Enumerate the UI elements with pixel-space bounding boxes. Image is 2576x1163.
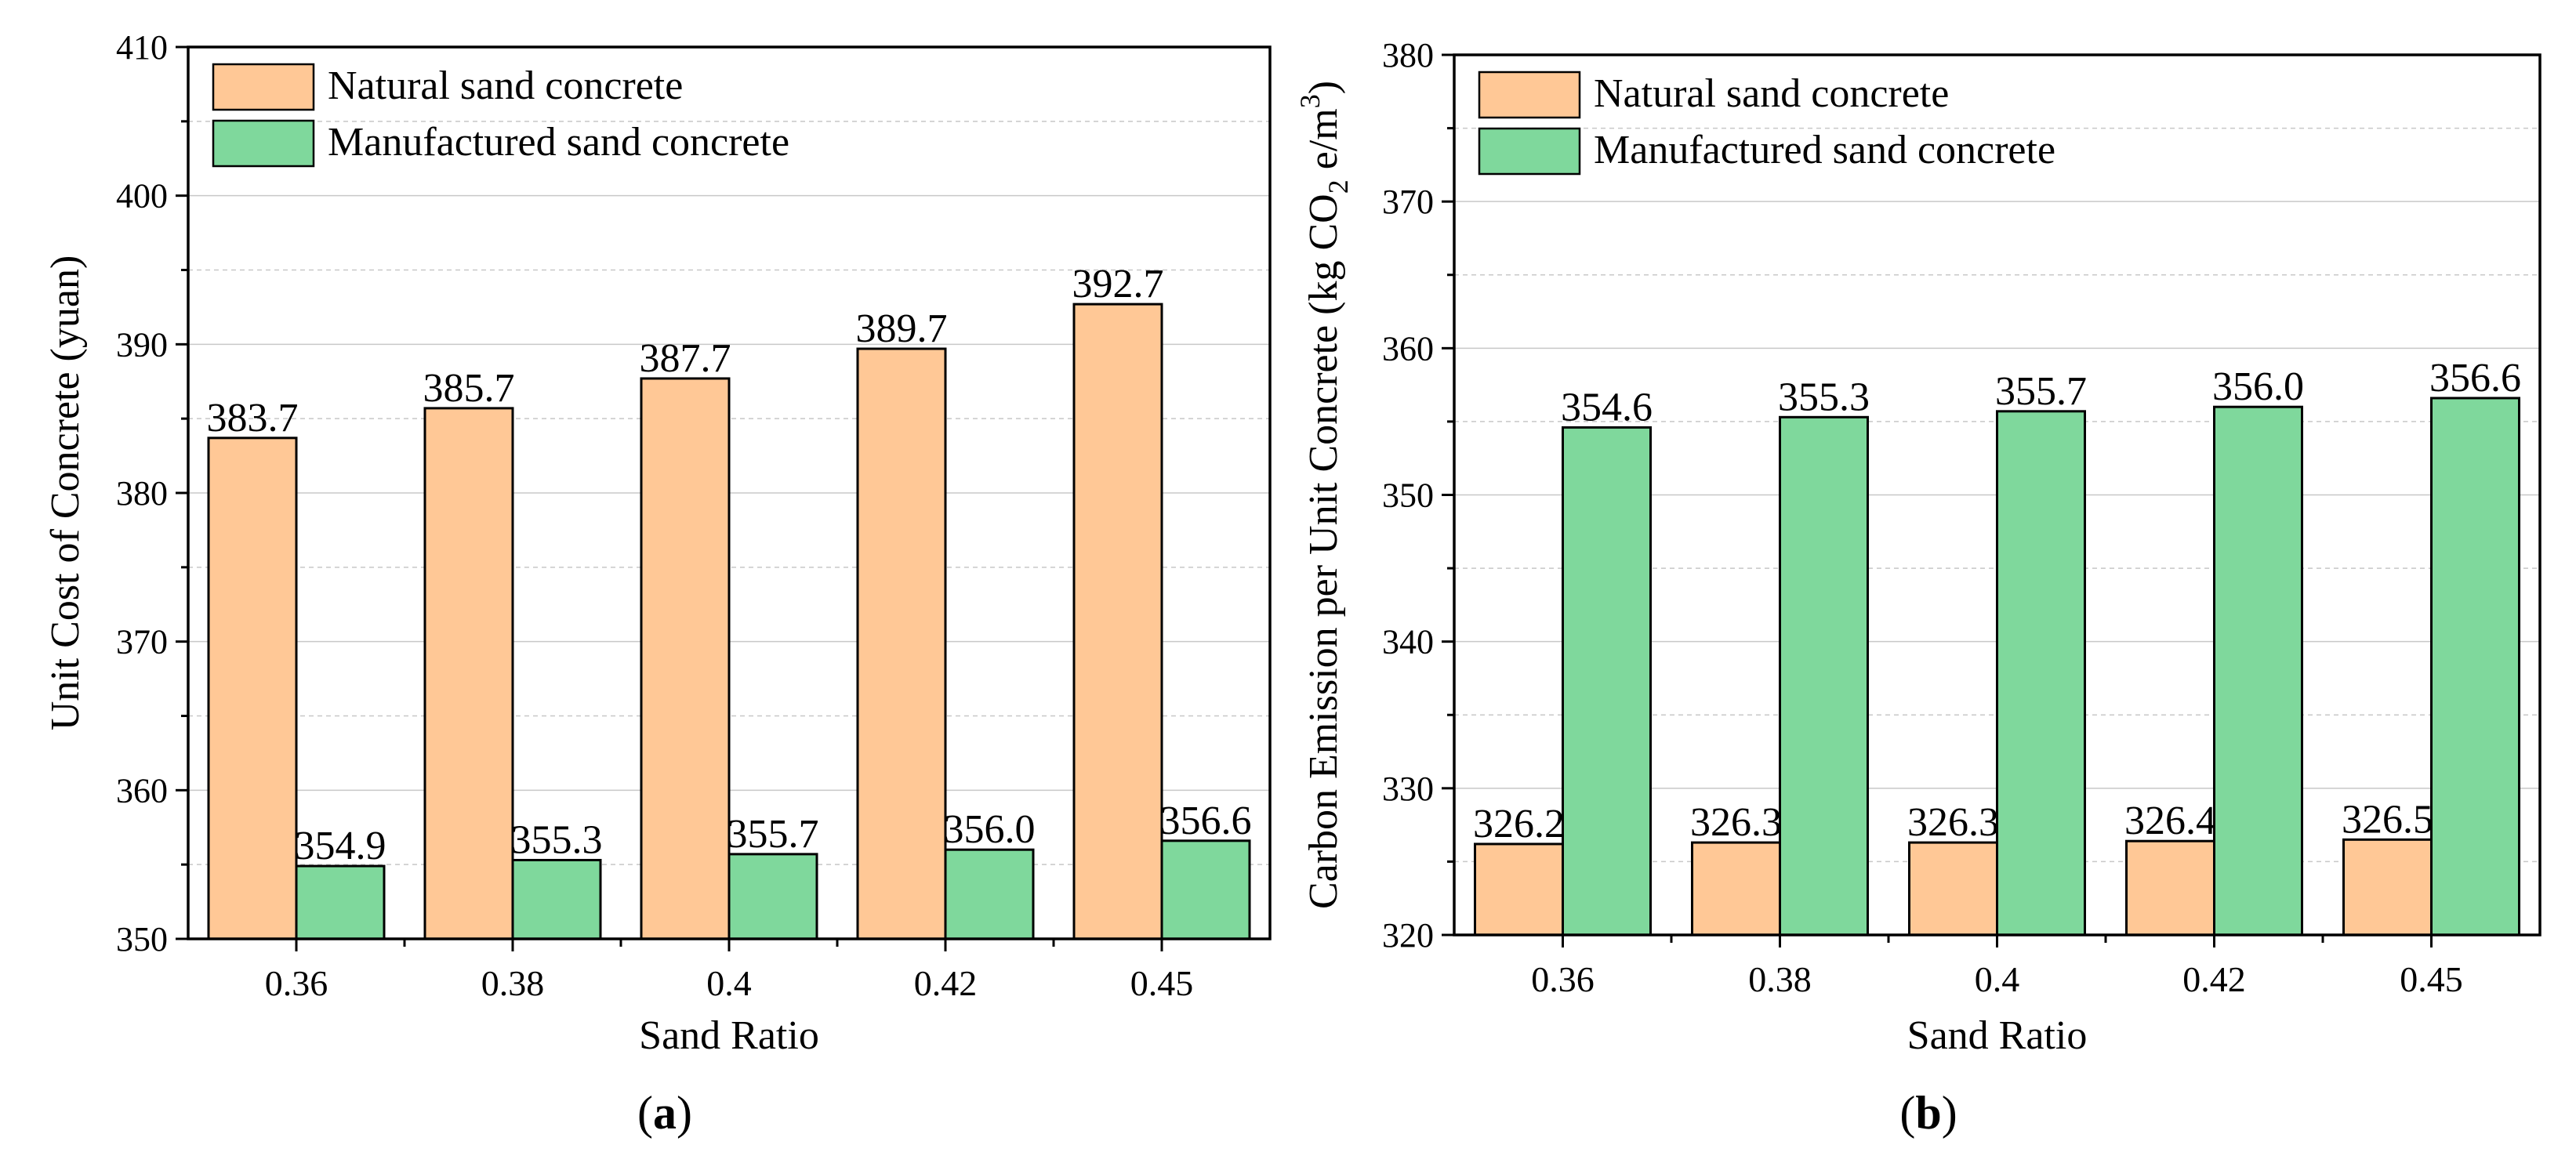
y-tick-label: 350: [1382, 476, 1434, 515]
natural-bar: [423, 407, 514, 940]
natural-value-label: 392.7: [1072, 262, 1164, 306]
natural-bar: [1072, 303, 1163, 940]
y-tick-label: 380: [1382, 36, 1434, 74]
manufactured-value-label: 356.6: [2429, 356, 2521, 400]
panel-label-open: (: [1899, 1087, 1915, 1139]
y-tick-label: 360: [116, 771, 168, 810]
x-tick-label: 0.42: [914, 963, 978, 1003]
y-tick-label: 340: [1382, 623, 1434, 661]
natural-bar: [2342, 838, 2433, 937]
natural-value-label: 326.3: [1690, 800, 1782, 845]
y-tick-label: 410: [116, 28, 168, 67]
legend-label-natural: Natural sand concrete: [328, 63, 683, 108]
natural-bar: [207, 437, 298, 940]
legend-label-natural: Natural sand concrete: [1594, 71, 1949, 116]
x-axis-label: Sand Ratio: [639, 1013, 819, 1058]
y-axis-label: Carbon Emission per Unit Concrete (kg CO…: [1294, 81, 1354, 909]
y-tick-label: 330: [1382, 770, 1434, 808]
natural-value-label: 326.2: [1473, 802, 1565, 846]
x-tick-label: 0.36: [265, 963, 328, 1003]
manufactured-value-label: 356.6: [1160, 799, 1252, 843]
natural-value-label: 326.4: [2124, 799, 2216, 843]
x-axis-label: Sand Ratio: [1907, 1013, 2088, 1058]
legend-swatch-manufactured: [1478, 127, 1581, 176]
panel-label-open: (: [637, 1087, 653, 1139]
chart-panel-b: 326.2 354.6 0.36 326.3 355.3 0.38 326.3 355.7 0.…: [1294, 36, 2542, 1139]
panel-label: (b): [1899, 1087, 1957, 1139]
natural-bar: [1474, 842, 1564, 937]
manufactured-value-label: 355.3: [1778, 375, 1870, 419]
manufactured-value-label: 356.0: [2212, 364, 2304, 409]
x-tick-label: 0.36: [1531, 959, 1595, 999]
natural-value-label: 383.7: [207, 396, 299, 440]
natural-value-label: 326.3: [1907, 800, 1999, 845]
legend-swatch-manufactured: [212, 119, 315, 168]
y-tick-label: 320: [1382, 916, 1434, 955]
legend-swatch-natural: [1478, 71, 1581, 119]
chart-panel-a: 383.7 354.9 0.36 385.7 355.3 0.38 387.7 355.7 0.…: [43, 28, 1272, 1139]
manufactured-value-label: 356.0: [944, 807, 1036, 852]
natural-value-label: 326.5: [2342, 797, 2433, 842]
x-tick-label: 0.4: [706, 963, 752, 1003]
natural-bar: [2125, 839, 2215, 937]
manufactured-value-label: 355.3: [511, 817, 603, 862]
manufactured-bar: [511, 858, 602, 940]
y-tick-label: 380: [116, 474, 168, 513]
panel-label-letter: a: [653, 1087, 677, 1139]
legend-label-manufactured: Manufactured sand concrete: [1594, 128, 2055, 172]
manufactured-value-label: 355.7: [727, 812, 819, 857]
panel-label-close: ): [1942, 1087, 1957, 1139]
natural-bar: [640, 377, 731, 940]
manufactured-value-label: 355.7: [1995, 369, 2087, 414]
manufactured-value-label: 354.9: [295, 824, 386, 868]
natural-value-label: 387.7: [640, 336, 731, 381]
y-tick-label: 390: [116, 325, 168, 364]
x-tick-label: 0.42: [2182, 959, 2246, 999]
x-tick-label: 0.4: [1975, 959, 2020, 999]
manufactured-bar: [1996, 410, 2086, 937]
y-tick-label: 350: [116, 920, 168, 958]
legend-label-manufactured: Manufactured sand concrete: [328, 120, 789, 165]
y-label-subscript: 2: [1322, 179, 1354, 194]
y-axis-label: Unit Cost of Concrete (yuan): [43, 255, 88, 731]
y-tick-label: 400: [116, 177, 168, 216]
x-tick-label: 0.38: [481, 963, 545, 1003]
y-label-text: e/m: [1301, 108, 1346, 179]
panel-label: (a): [637, 1087, 692, 1139]
y-tick-label: 370: [1382, 183, 1434, 221]
manufactured-value-label: 354.6: [1561, 385, 1653, 429]
legend-swatch-natural: [212, 63, 315, 111]
manufactured-bar: [727, 853, 818, 940]
manufactured-bar: [1562, 426, 1652, 937]
plot-frame: [1453, 53, 2542, 937]
plot-frame: [187, 45, 1272, 940]
natural-bar: [856, 347, 947, 940]
manufactured-bar: [2430, 397, 2520, 937]
y-tick-label: 370: [116, 623, 168, 661]
y-label-text: Carbon Emission per Unit Concrete (kg CO: [1301, 194, 1346, 909]
x-tick-label: 0.45: [2400, 959, 2463, 999]
natural-value-label: 389.7: [856, 306, 948, 351]
manufactured-bar: [2213, 405, 2303, 937]
natural-value-label: 385.7: [423, 366, 515, 411]
y-tick-label: 360: [1382, 329, 1434, 368]
panel-label-letter: b: [1915, 1087, 1941, 1139]
x-tick-label: 0.38: [1748, 959, 1812, 999]
manufactured-bar: [944, 848, 1035, 940]
panel-label-close: ): [677, 1087, 692, 1139]
natural-bar: [1908, 841, 1998, 937]
natural-bar: [1691, 841, 1781, 937]
manufactured-bar: [1160, 839, 1251, 940]
y-label-superscript: 3: [1294, 94, 1326, 108]
y-label-text: ): [1301, 81, 1346, 94]
manufactured-bar: [295, 864, 386, 940]
manufactured-bar: [1779, 415, 1869, 937]
x-tick-label: 0.45: [1130, 963, 1194, 1003]
